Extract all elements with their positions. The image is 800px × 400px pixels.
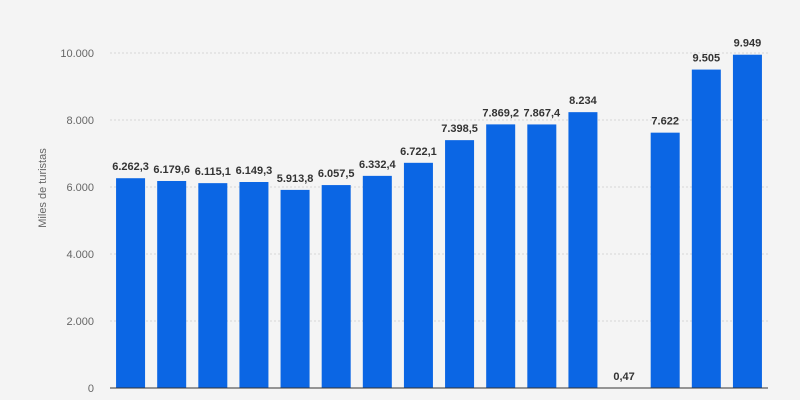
bar-value-label: 6.149,3 [236,165,273,177]
bar-value-label: 6.179,6 [153,164,190,176]
bar-value-label: 7.622 [651,116,679,128]
bar[interactable] [691,69,721,389]
bars [116,54,762,389]
bar[interactable] [321,185,351,388]
bar[interactable] [362,175,392,388]
bar[interactable] [486,124,516,388]
bar-value-label: 9.505 [693,53,721,65]
bar-value-label: 9.949 [734,38,762,50]
bar-value-label: 7.398,5 [441,123,478,135]
value-labels: 6.262,3 6.179,6 6.115,1 6.149,3 5.913,8 6.057… [112,38,761,383]
y-axis-ticks: 0 2.000 4.000 6.000 8.000 10.000 [60,48,94,395]
bar-value-label: 6.115,1 [195,166,231,178]
y-tick-label: 8.000 [66,115,94,127]
y-tick-label: 2.000 [66,316,94,328]
y-tick-label: 6.000 [66,182,94,194]
bar[interactable] [157,180,187,388]
bar[interactable] [568,112,598,388]
bar[interactable] [527,124,557,388]
bar[interactable] [280,189,310,388]
bar-value-label: 5.913,8 [277,173,314,185]
bar-value-label: 6.722,1 [400,146,437,158]
bar-value-label: 6.057,5 [318,168,355,180]
bar-value-label: 7.867,4 [523,107,561,119]
y-axis-label: Miles de turistas [37,148,49,228]
bar-value-label: 7.869,2 [482,107,519,119]
bar[interactable] [198,183,228,388]
y-tick-label: 4.000 [66,249,94,261]
bar[interactable] [116,178,146,388]
bar[interactable] [445,140,475,388]
bar-value-label: 6.262,3 [112,161,149,173]
bar-value-label: 8.234 [569,95,597,107]
bar[interactable] [239,181,269,388]
bar[interactable] [403,162,433,388]
bar-value-label: 6.332,4 [359,159,397,171]
y-tick-label: 0 [88,383,94,395]
bar-value-label: 0,47 [613,371,634,383]
y-tick-label: 10.000 [60,48,94,60]
bar[interactable] [650,132,680,388]
bar[interactable] [732,54,762,389]
